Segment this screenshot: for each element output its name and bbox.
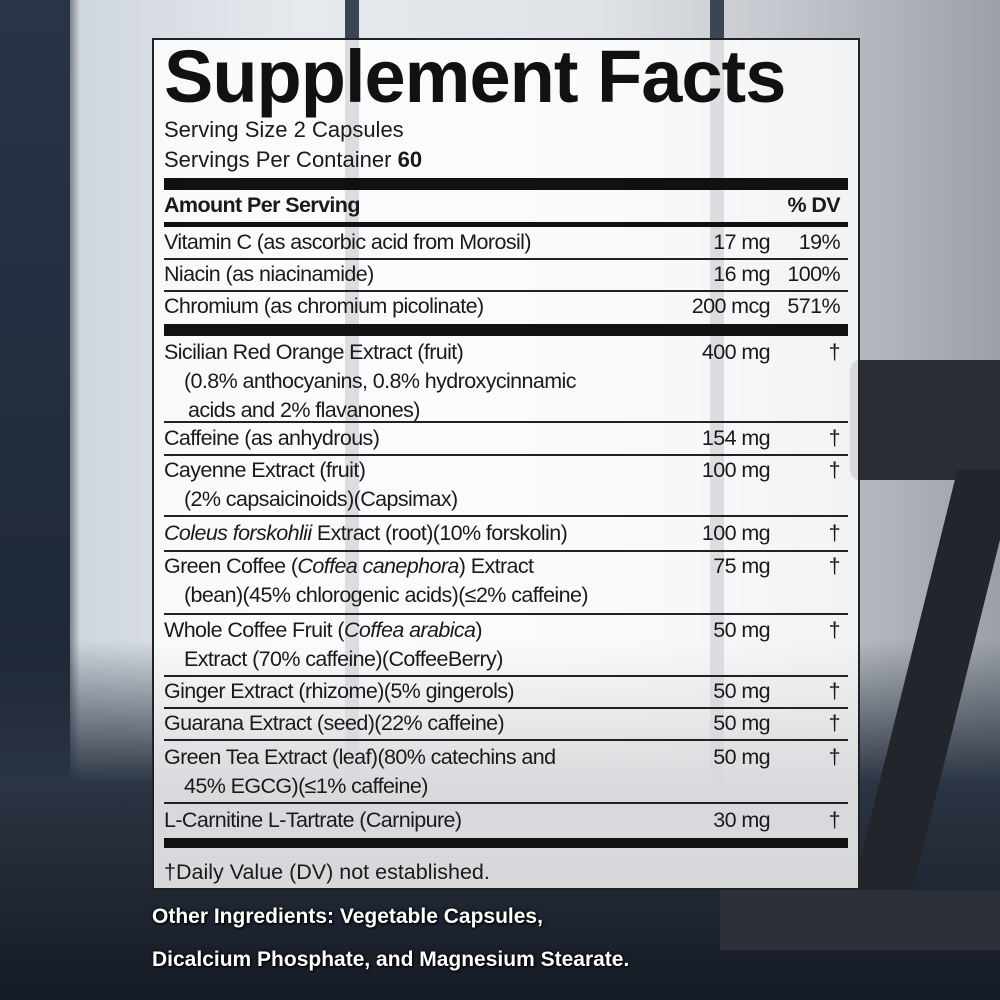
divider xyxy=(164,707,848,709)
daily-value: 100% xyxy=(787,262,840,286)
ingredient-detail: Extract (70% caffeine)(CoffeeBerry) xyxy=(184,647,503,671)
ingredient-latin-name: Coffea canephora xyxy=(297,554,459,578)
daily-value: † xyxy=(828,458,841,482)
ingredient-name: Chromium (as chromium picolinate) xyxy=(164,294,484,318)
ingredient-latin-name: Coleus forskohlii xyxy=(164,521,312,545)
divider xyxy=(164,454,848,456)
serving-size: Serving Size 2 Capsules xyxy=(164,117,404,142)
amount: 75 mg xyxy=(713,554,770,578)
daily-value: † xyxy=(828,808,841,832)
divider xyxy=(164,421,848,423)
ingredient-name: Extract (root)(10% forskolin) xyxy=(311,521,568,545)
divider xyxy=(164,258,848,260)
amount: 100 mg xyxy=(701,521,771,545)
servings-per-container: Servings Per Container 60 xyxy=(164,146,422,174)
daily-value: † xyxy=(828,711,841,735)
divider xyxy=(164,675,848,677)
thick-divider xyxy=(164,178,848,190)
ingredient-name: Sicilian Red Orange Extract (fruit) xyxy=(164,340,464,364)
divider xyxy=(164,739,848,741)
divider xyxy=(164,613,848,615)
ingredient-name: Cayenne Extract (fruit) xyxy=(164,458,366,482)
ingredient-name: Whole Coffee Fruit ( xyxy=(164,618,345,642)
amount: 400 mg xyxy=(701,340,771,364)
amount: 17 mg xyxy=(713,230,770,254)
supplement-facts-panel: Supplement Facts Serving Size 2 Capsules… xyxy=(152,38,860,890)
daily-value: 571% xyxy=(787,294,840,318)
ingredient-name: Green Tea Extract (leaf)(80% catechins a… xyxy=(164,745,556,769)
divider xyxy=(164,515,848,517)
ingredient-name: Green Coffee ( xyxy=(164,554,298,578)
amount: 50 mg xyxy=(713,618,770,642)
daily-value: 19% xyxy=(798,230,841,254)
amount: 50 mg xyxy=(713,711,770,735)
amount: 50 mg xyxy=(713,679,770,703)
divider xyxy=(164,222,848,227)
dv-header: % DV xyxy=(787,193,840,217)
ingredient-name: ) xyxy=(475,618,482,642)
amount: 154 mg xyxy=(701,426,771,450)
other-ingredients-line: Dicalcium Phosphate, and Magnesium Stear… xyxy=(152,948,630,971)
daily-value: † xyxy=(828,745,841,769)
ingredient-detail: (2% capsaicinoids)(Capsimax) xyxy=(184,487,458,511)
ingredient-latin-name: Coffea arabica xyxy=(343,618,476,642)
amount: 200 mcg xyxy=(691,294,771,318)
daily-value: † xyxy=(828,618,841,642)
amount: 100 mg xyxy=(701,458,771,482)
servings-label: Servings Per Container xyxy=(164,147,392,172)
thick-divider xyxy=(164,838,848,848)
ingredient-detail: acids and 2% flavanones) xyxy=(188,398,420,422)
daily-value: † xyxy=(828,426,841,450)
amount-header: Amount Per Serving xyxy=(164,193,360,217)
ingredient-name: Niacin (as niacinamide) xyxy=(164,262,374,286)
amount: 16 mg xyxy=(713,262,770,286)
daily-value: † xyxy=(828,679,841,703)
amount: 50 mg xyxy=(713,745,770,769)
ingredient-name: Vitamin C (as ascorbic acid from Morosil… xyxy=(164,230,531,254)
ingredient-detail: (bean)(45% chlorogenic acids)(≤2% caffei… xyxy=(184,583,588,607)
ingredient-name: Ginger Extract (rhizome)(5% gingerols) xyxy=(164,679,515,703)
footnote: †Daily Value (DV) not established. xyxy=(164,860,490,884)
panel-title: Supplement Facts xyxy=(164,35,786,118)
other-ingredients-line: Other Ingredients: Vegetable Capsules, xyxy=(152,905,543,928)
thick-divider xyxy=(164,324,848,336)
daily-value: † xyxy=(828,340,841,364)
daily-value: † xyxy=(828,554,841,578)
divider xyxy=(164,550,848,552)
ingredient-name: L-Carnitine L-Tartrate (Carnipure) xyxy=(164,808,462,832)
divider xyxy=(164,290,848,292)
treadmill-belt xyxy=(720,890,1000,950)
ingredient-name: ) Extract xyxy=(458,554,534,578)
treadmill-console xyxy=(850,360,1000,480)
ingredient-detail: (0.8% anthocyanins, 0.8% hydroxycinnamic xyxy=(184,369,576,393)
ingredient-name: Guarana Extract (seed)(22% caffeine) xyxy=(164,711,505,735)
ingredient-detail: 45% EGCG)(≤1% caffeine) xyxy=(184,774,428,798)
divider xyxy=(164,802,848,804)
daily-value: † xyxy=(828,521,841,545)
servings-value: 60 xyxy=(397,147,423,172)
amount: 30 mg xyxy=(713,808,770,832)
ingredient-name: Caffeine (as anhydrous) xyxy=(164,426,380,450)
